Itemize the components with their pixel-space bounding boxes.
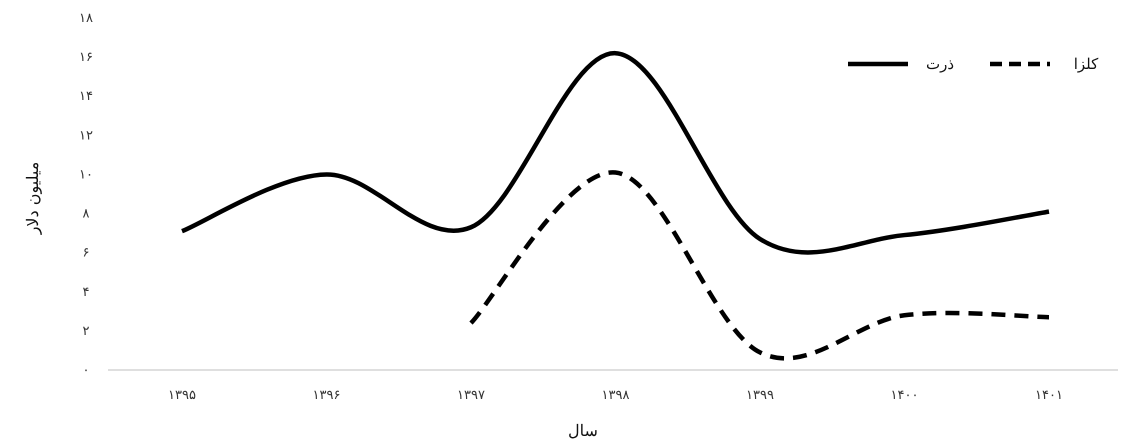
x-tick-label: ۱۳۹۵ [168, 388, 196, 403]
y-tick-label: ۱۶ [79, 50, 93, 65]
y-tick-label: ۱۸ [79, 11, 93, 26]
x-tick-label: ۱۳۹۷ [457, 388, 485, 403]
x-axis-title: سال [568, 421, 598, 440]
x-tick-label: ۱۳۹۹ [746, 388, 774, 403]
y-tick-label: ۰ [83, 363, 90, 378]
y-tick-label: ۱۲ [79, 128, 93, 143]
x-axis: ۱۳۹۵ ۱۳۹۶ ۱۳۹۷ ۱۳۹۸ ۱۳۹۹ ۱۴۰۰ ۱۴۰۱ [108, 369, 1118, 403]
x-tick-label: ۱۳۹۸ [602, 388, 630, 403]
x-tick-label: ۱۳۹۶ [313, 388, 341, 403]
series-line-0 [181, 50, 1050, 255]
y-tick-label: ۱۰ [79, 167, 93, 182]
y-axis-ticks: ۰ ۲ ۴ ۶ ۸ ۱۰ ۱۲ ۱۴ ۱۶ ۱۸ [79, 11, 93, 378]
legend-label-0: ذرت [926, 55, 954, 73]
x-tick-label: ۱۴۰۱ [1035, 388, 1063, 403]
y-tick-label: ۲ [83, 324, 90, 339]
y-tick-label: ۸ [83, 207, 90, 222]
y-tick-label: ۱۴ [79, 89, 93, 104]
x-tick-label: ۱۴۰۰ [891, 388, 919, 403]
series-line-1 [469, 170, 1050, 361]
y-axis-title: میلیون دلار [23, 162, 42, 236]
y-tick-label: ۴ [83, 285, 90, 300]
legend-label-1: کلزا [1074, 55, 1099, 73]
y-tick-label: ۶ [83, 246, 90, 261]
legend: ذرت کلزا [848, 55, 1099, 73]
series-lines [181, 50, 1050, 361]
